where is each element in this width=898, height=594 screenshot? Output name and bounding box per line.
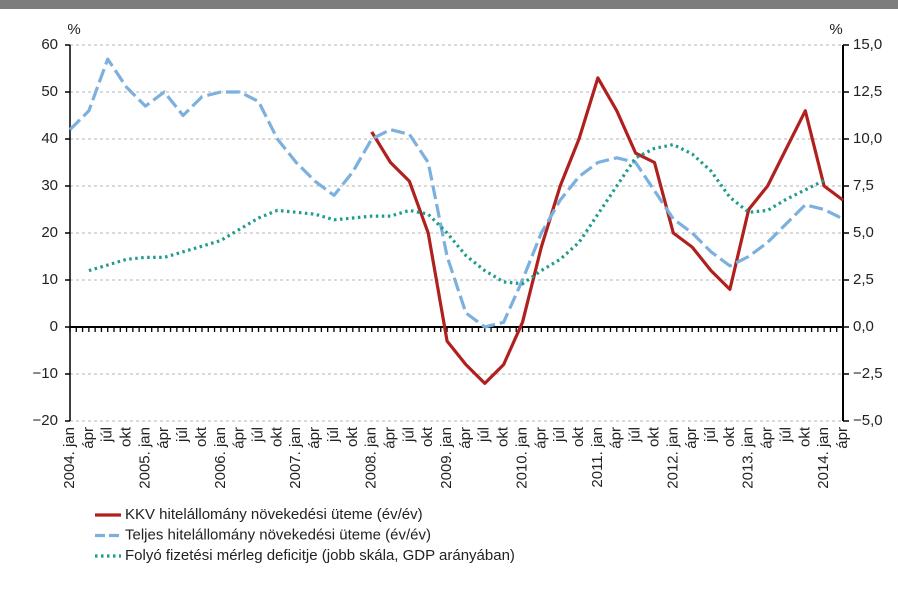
y2-tick-label: 10,0 xyxy=(853,130,882,147)
y2-tick-label: −5,0 xyxy=(853,412,883,429)
y-tick-label: 20 xyxy=(41,224,58,241)
x-tick-label: ápr xyxy=(155,427,172,449)
x-tick-label: 2004. jan xyxy=(61,427,78,489)
x-tick-label: júl xyxy=(400,427,417,443)
x-tick-label: ápr xyxy=(381,427,398,449)
top-bar xyxy=(0,0,898,9)
x-tick-label: 2011. jan xyxy=(589,427,606,488)
x-tick-label: ápr xyxy=(759,427,776,449)
y-tick-label: −20 xyxy=(33,412,58,429)
x-tick-label: júl xyxy=(325,427,342,443)
y-tick-label: 50 xyxy=(41,83,58,100)
x-tick-label: okt xyxy=(193,426,210,447)
x-tick-label: okt xyxy=(118,426,135,447)
x-tick-label: júl xyxy=(702,427,719,443)
y-tick-label: 40 xyxy=(41,130,58,147)
x-tick-label: júl xyxy=(551,427,568,443)
series-line xyxy=(88,143,825,286)
y2-axis-unit: % xyxy=(829,21,842,38)
y-tick-label: 30 xyxy=(41,177,58,194)
y-tick-label: 10 xyxy=(41,271,58,288)
x-tick-label: ápr xyxy=(834,427,851,449)
x-tick-label: júl xyxy=(99,427,116,443)
y-axis-unit: % xyxy=(67,21,80,38)
x-tick-label: ápr xyxy=(231,427,248,449)
x-tick-label: 2005. jan xyxy=(136,427,153,489)
y2-tick-label: 15,0 xyxy=(853,36,882,53)
y-tick-label: 0 xyxy=(50,318,58,335)
x-tick-label: 2014. jan xyxy=(815,427,832,489)
y2-tick-label: −2,5 xyxy=(853,365,883,382)
x-tick-label: júl xyxy=(250,427,267,443)
legend-label: KKV hitelállomány növekedési üteme (év/é… xyxy=(125,506,423,523)
x-tick-label: ápr xyxy=(532,427,549,449)
x-tick-label: 2012. jan xyxy=(664,427,681,489)
x-tick-label: júl xyxy=(777,427,794,443)
x-tick-label: okt xyxy=(645,426,662,447)
y2-tick-label: 12,5 xyxy=(853,83,882,100)
x-tick-label: 2006. jan xyxy=(212,427,229,489)
series-line xyxy=(370,76,844,385)
x-tick-label: ápr xyxy=(306,427,323,449)
x-tick-label: okt xyxy=(268,426,285,447)
x-tick-label: okt xyxy=(419,426,436,447)
x-tick-label: okt xyxy=(344,426,361,447)
legend-label: Teljes hitelállomány növekedési üteme (é… xyxy=(125,526,431,543)
y2-tick-label: 2,5 xyxy=(853,271,874,288)
x-tick-label: júl xyxy=(627,427,644,443)
y2-tick-label: 0,0 xyxy=(853,318,874,335)
legend-label: Folyó fizetési mérleg deficitje (jobb sk… xyxy=(125,547,515,564)
y-tick-label: 60 xyxy=(41,36,58,53)
x-tick-label: júl xyxy=(476,427,493,443)
y2-tick-label: 5,0 xyxy=(853,224,874,241)
x-tick-label: 2007. jan xyxy=(287,427,304,489)
x-tick-label: júl xyxy=(174,427,191,443)
x-tick-label: ápr xyxy=(80,427,97,449)
x-tick-label: ápr xyxy=(683,427,700,449)
y2-tick-label: 7,5 xyxy=(853,177,874,194)
x-tick-label: okt xyxy=(495,426,512,447)
x-tick-label: 2010. jan xyxy=(513,427,530,489)
x-tick-label: okt xyxy=(721,426,738,447)
x-tick-label: 2013. jan xyxy=(740,427,757,489)
x-tick-label: okt xyxy=(796,426,813,447)
x-tick-label: ápr xyxy=(608,427,625,449)
x-tick-label: 2009. jan xyxy=(438,427,455,489)
x-tick-label: ápr xyxy=(457,427,474,449)
series-line xyxy=(68,57,844,329)
y-tick-label: −10 xyxy=(33,365,58,382)
x-tick-label: okt xyxy=(570,426,587,447)
x-tick-label: 2008. jan xyxy=(363,427,380,489)
